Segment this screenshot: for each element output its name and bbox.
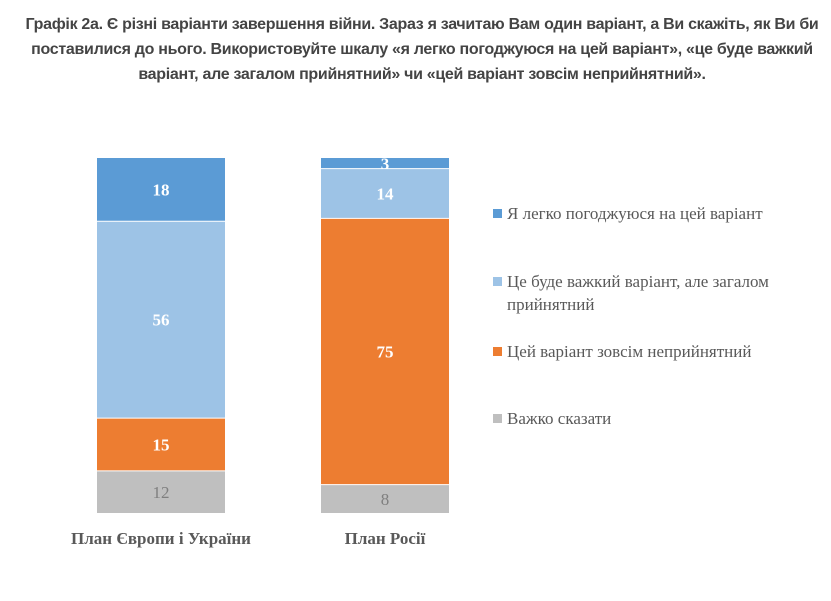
legend-label: Це буде важкий варіант, але загалом прий… [507,272,769,314]
legend-label: Важко сказати [507,409,612,428]
legend-swatch [493,347,502,356]
bar-segment-1-2 [97,221,225,419]
bar-segment-1-4 [97,470,225,513]
bar-segment-1-1 [97,158,225,222]
data-label: 8 [381,490,390,509]
legend-label: Цей варіант зовсім неприйнятний [507,342,752,361]
data-label: 3 [381,154,390,173]
data-label: 56 [153,311,170,330]
legend-swatch [493,277,502,286]
data-label: 75 [377,342,394,361]
bar-segment-1-3 [97,418,225,471]
data-label: 15 [153,435,170,454]
data-label: 18 [153,181,170,200]
bar-segment-2-1 [321,158,449,169]
legend-item: Це буде важкий варіант, але загалом прий… [493,270,777,316]
legend-swatch [493,414,502,423]
bar-segment-2-3 [321,218,449,485]
bar-segment-2-2 [321,168,449,219]
chart-title: Графік 2а. Є різні варіанти завершення в… [25,16,819,83]
legend-item: Цей варіант зовсім неприйнятний [493,340,777,363]
category-label: План Росії [345,529,426,548]
data-label: 12 [153,483,170,502]
data-label: 14 [377,185,395,204]
legend-item: Я легко погоджуюся на цей варіант [493,202,777,225]
category-label: План Європи і України [71,529,251,548]
bar-segment-2-4 [321,484,449,513]
legend-item: Важко сказати [493,407,777,430]
legend-label: Я легко погоджуюся на цей варіант [507,204,763,223]
legend-swatch [493,209,502,218]
